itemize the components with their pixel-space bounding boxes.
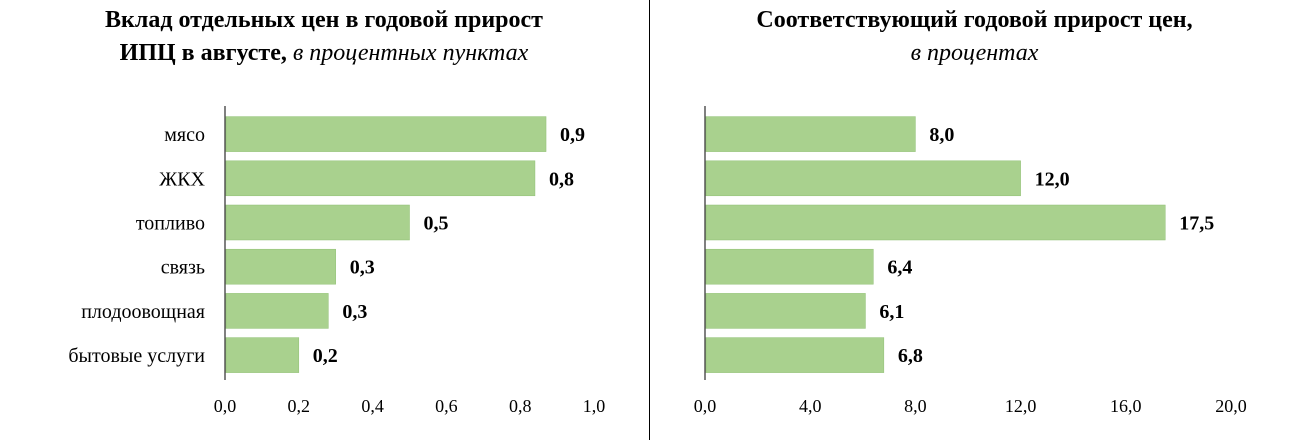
x-tick-label-5: 20,0 — [1215, 396, 1247, 416]
value-label-2: 17,5 — [1179, 213, 1214, 235]
left-chart-title: Вклад отдельных цен в годовой прирост ИП… — [0, 4, 648, 70]
x-tick-label-3: 0,6 — [435, 396, 458, 416]
bar-5 — [705, 337, 885, 373]
bar-2 — [225, 204, 410, 241]
right-chart-title: Соответствующий годовой прирост цен, в п… — [652, 4, 1297, 70]
value-label-3: 6,4 — [887, 257, 912, 279]
bar-0 — [225, 116, 547, 152]
bar-5 — [225, 337, 300, 373]
panel-divider — [649, 0, 650, 440]
value-label-4: 6,1 — [879, 301, 904, 323]
right-chart-panel: Соответствующий годовой прирост цен, в п… — [652, 0, 1297, 440]
bar-1 — [225, 160, 536, 197]
category-label-3: связь — [161, 257, 205, 279]
value-label-5: 0,2 — [313, 345, 338, 367]
value-label-0: 8,0 — [929, 124, 954, 146]
x-tick-label-4: 0,8 — [509, 396, 532, 416]
category-label-4: плодоовощная — [81, 301, 205, 323]
left-bar-chart: мясо 0,9 ЖКХ 0,8 топливо 0,5 связь 0,3 плодоовощ… — [68, 106, 606, 416]
value-label-3: 0,3 — [350, 257, 375, 279]
category-label-1: ЖКХ — [159, 168, 205, 190]
right-title-line1: Соответствующий годовой прирост цен, — [756, 7, 1193, 33]
x-tick-label-0: 0,0 — [214, 396, 237, 416]
bar-4 — [705, 293, 866, 329]
left-title-line2: ИПЦ в августе, — [119, 40, 287, 66]
bar-0 — [705, 116, 916, 152]
value-label-1: 0,8 — [549, 168, 574, 190]
x-tick-label-1: 0,2 — [288, 396, 311, 416]
right-title-units: в процентах — [910, 40, 1039, 66]
category-label-0: мясо — [164, 124, 205, 146]
bar-3 — [705, 248, 874, 285]
category-label-2: топливо — [136, 213, 205, 235]
left-title-line1: Вклад отдельных цен в годовой прирост — [105, 7, 543, 33]
x-tick-label-0: 0,0 — [694, 396, 717, 416]
value-label-4: 0,3 — [342, 301, 367, 323]
x-tick-label-1: 4,0 — [799, 396, 822, 416]
bar-4 — [225, 293, 329, 329]
bar-3 — [225, 248, 336, 285]
x-tick-label-2: 0,4 — [361, 396, 384, 416]
left-chart-panel: Вклад отдельных цен в годовой прирост ИП… — [0, 0, 648, 440]
right-bar-chart: 8,0 12,0 17,5 6,4 6,1 6,8 0,0 4,0 8,0 12,0 16,0 20,… — [694, 106, 1247, 416]
x-tick-label-5: 1,0 — [583, 396, 606, 416]
value-label-0: 0,9 — [560, 124, 585, 146]
value-label-2: 0,5 — [424, 213, 449, 235]
category-label-5: бытовые услуги — [68, 345, 205, 367]
left-title-units: в процентных пунктах — [292, 40, 529, 66]
x-tick-label-4: 16,0 — [1110, 396, 1142, 416]
x-tick-label-3: 12,0 — [1005, 396, 1037, 416]
bar-2 — [705, 204, 1166, 241]
value-label-1: 12,0 — [1035, 168, 1070, 190]
x-tick-label-2: 8,0 — [904, 396, 927, 416]
bar-1 — [705, 160, 1021, 197]
value-label-5: 6,8 — [898, 345, 923, 367]
